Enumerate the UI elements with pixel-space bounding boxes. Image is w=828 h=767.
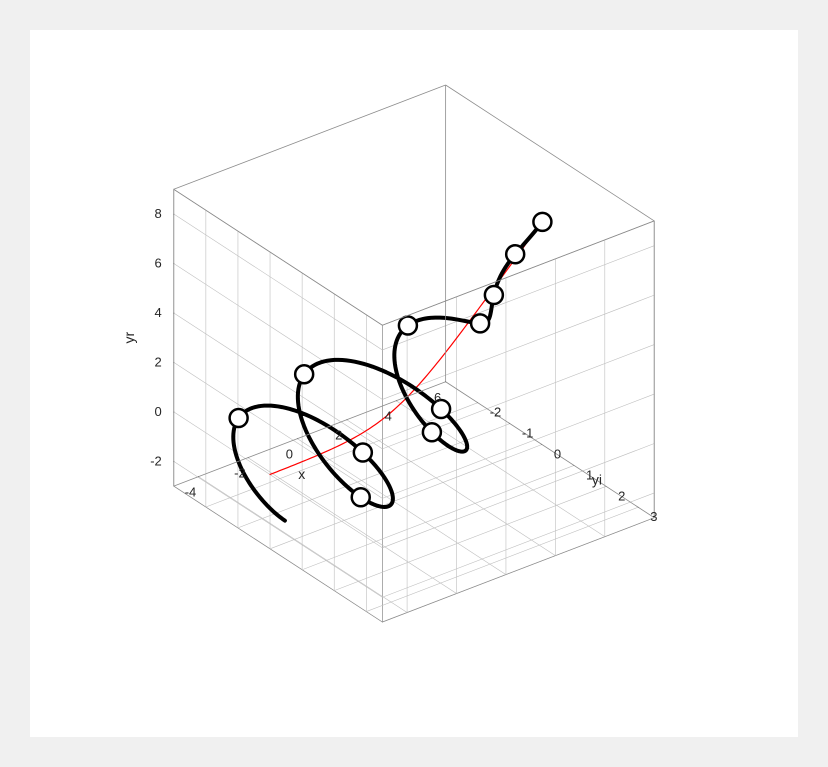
svg-text:-2: -2 — [234, 466, 246, 481]
svg-text:2: 2 — [618, 488, 625, 503]
svg-text:4: 4 — [385, 409, 392, 424]
svg-text:0: 0 — [554, 447, 561, 462]
black-markers-point — [354, 443, 372, 461]
black-markers-point — [533, 213, 551, 231]
svg-text:6: 6 — [434, 390, 441, 405]
svg-text:-2: -2 — [150, 453, 162, 468]
black-markers-point — [471, 314, 489, 332]
svg-text:6: 6 — [155, 255, 162, 270]
black-markers-point — [506, 245, 524, 263]
xlabel: x — [298, 466, 305, 482]
black-markers-point — [295, 365, 313, 383]
ylabel: yi — [592, 472, 602, 488]
svg-text:8: 8 — [155, 206, 162, 221]
svg-text:0: 0 — [155, 404, 162, 419]
svg-text:-2: -2 — [490, 405, 502, 420]
black-markers-point — [352, 488, 370, 506]
axes-3d: -4-20246-2-10123-202468xyiyr — [30, 30, 798, 737]
black-markers-point — [399, 317, 417, 335]
zlabel: yr — [121, 332, 137, 344]
svg-text:-4: -4 — [185, 485, 197, 500]
svg-text:2: 2 — [155, 354, 162, 369]
black-markers-point — [423, 423, 441, 441]
black-markers-point — [485, 286, 503, 304]
svg-text:2: 2 — [335, 428, 342, 443]
svg-text:3: 3 — [650, 509, 657, 524]
svg-text:-1: -1 — [522, 426, 534, 441]
figure-panel: -4-20246-2-10123-202468xyiyr — [30, 30, 798, 737]
svg-text:4: 4 — [155, 305, 162, 320]
svg-text:0: 0 — [286, 447, 293, 462]
black-markers-point — [230, 409, 248, 427]
